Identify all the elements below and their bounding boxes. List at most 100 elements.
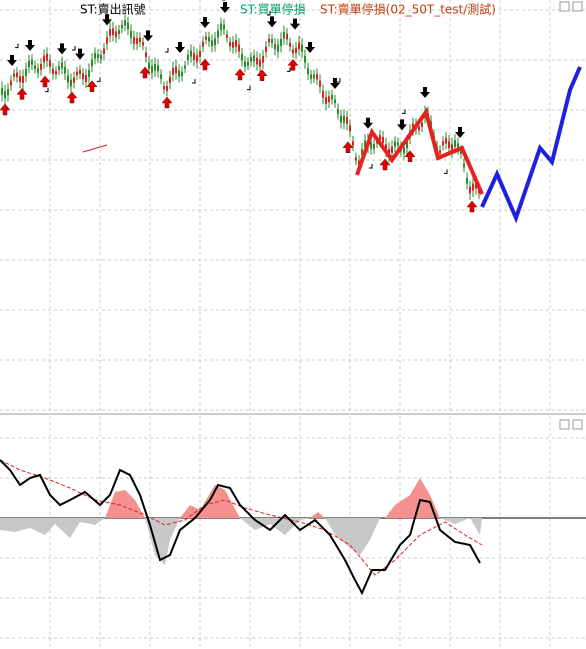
candle-body (1, 88, 3, 95)
histogram-negative (145, 518, 180, 565)
candle-body (106, 37, 108, 44)
zigzag-line (355, 107, 484, 195)
buy-arrow (66, 91, 78, 104)
sell-arrow (290, 18, 300, 30)
candle-body (286, 33, 288, 40)
candle-body (469, 186, 471, 194)
candle-body (364, 140, 366, 148)
stop-marker (247, 85, 251, 91)
histogram-negative (440, 518, 482, 535)
candle-body (118, 29, 120, 35)
stop-marker (402, 109, 406, 114)
candle-body (202, 41, 204, 47)
candle-body (64, 66, 66, 74)
candle-body (229, 42, 231, 47)
candle-body (133, 36, 135, 44)
minimize-button[interactable] (559, 1, 570, 12)
buy-arrow (39, 75, 51, 88)
candle-body (163, 86, 165, 90)
candle-body (61, 62, 63, 69)
candle-body (82, 73, 84, 80)
candle-body (43, 55, 45, 63)
candle-body (241, 54, 243, 61)
candle-body (97, 54, 99, 59)
candle-body (175, 66, 177, 74)
candle-body (247, 62, 249, 66)
stop-marker (165, 48, 169, 53)
candle-body (205, 36, 207, 40)
candle-body (196, 55, 198, 63)
buy-arrow (161, 96, 173, 109)
candle-body (124, 20, 126, 26)
candle-body (31, 59, 33, 65)
panel-buttons (559, 1, 583, 430)
sell-arrow (397, 119, 407, 131)
candle-body (37, 68, 39, 73)
sell-arrow (143, 30, 153, 42)
candle-body (115, 31, 117, 38)
candle-body (304, 55, 306, 63)
signal-line (0, 459, 483, 576)
buy-arrow (256, 69, 268, 81)
candle-body (310, 74, 312, 79)
candle-body (259, 59, 261, 67)
candle-body (226, 34, 228, 38)
candle-body (292, 49, 294, 54)
candle-body (187, 55, 189, 60)
candle-body (184, 65, 186, 69)
candle-body (58, 65, 60, 71)
candle-body (391, 146, 393, 153)
sell-arrow (305, 42, 315, 53)
sell-arrow (220, 2, 230, 13)
candle-body (349, 125, 351, 132)
candle-body (283, 31, 285, 39)
candle-body (91, 59, 93, 67)
minimize-button[interactable] (559, 419, 570, 430)
candle-body (220, 23, 222, 31)
maximize-button[interactable] (572, 419, 583, 430)
sell-arrow (455, 127, 465, 138)
candle-body (265, 46, 267, 52)
candle-body (67, 75, 69, 83)
histogram-negative (0, 518, 105, 538)
candle-body (211, 40, 213, 47)
candle-body (7, 89, 9, 96)
candle-body (100, 55, 102, 59)
candle-body (463, 163, 465, 168)
candle-body (385, 144, 387, 152)
candle-body (340, 116, 342, 123)
candle-body (289, 42, 291, 47)
candle-body (418, 126, 420, 131)
trend-line (82, 144, 108, 153)
candle-body (214, 38, 216, 46)
candle-body (52, 68, 54, 74)
candle-body (442, 141, 444, 146)
candle-body (301, 44, 303, 52)
stop-marker (337, 78, 341, 83)
histogram-negative (325, 518, 380, 555)
candle-body (460, 150, 462, 154)
histogram-positive (385, 478, 440, 518)
stop-marker (192, 79, 196, 84)
candle-body (277, 44, 279, 52)
candle-body (127, 22, 129, 30)
candle-body (454, 140, 456, 147)
candle-body (19, 76, 21, 83)
oscillator-line (0, 459, 481, 596)
candle-body (169, 76, 171, 83)
candle-body (262, 56, 264, 63)
sell-arrow (7, 55, 17, 66)
candle-body (145, 52, 147, 58)
candle-body (154, 63, 156, 71)
candle-body (217, 30, 219, 38)
buy-arrow (404, 150, 416, 162)
candle-body (388, 148, 390, 156)
candle-body (55, 70, 57, 75)
histogram-positive (310, 512, 325, 518)
legend-item: ST:賣出訊號 (80, 2, 146, 17)
stop-marker (444, 169, 448, 174)
buy-arrow (342, 141, 354, 153)
maximize-button[interactable] (572, 1, 583, 12)
